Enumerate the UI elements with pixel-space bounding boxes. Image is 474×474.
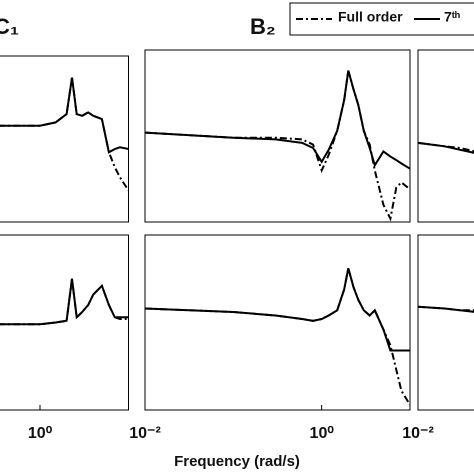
panel [418,141,474,154]
legend-box [289,2,474,36]
series-line [418,305,474,313]
x-tick-label: 10⁻² [129,425,161,442]
panel [145,268,410,406]
legend-label: Full order [338,9,403,25]
panel [0,77,129,192]
legend-label: 7ᵗʰ [444,9,460,25]
x-tick-label: 10⁻² [402,425,434,442]
series-line [0,278,129,326]
series-line [145,268,410,406]
series-line [0,77,129,154]
series-line [145,268,410,352]
panel-frame [417,49,474,223]
panel-frame [144,49,411,223]
panel [0,278,129,326]
series-line [418,141,474,154]
panel-frame [144,234,411,411]
x-tick-label: 10⁰ [310,425,335,442]
panel-frame [0,55,129,223]
x-axis-label: Frequency (rad/s) [174,453,300,470]
x-tick-label: 10⁰ [28,425,53,442]
panel [145,70,410,222]
panel-title: B₂ [250,14,276,39]
panel-title: C₁ [0,14,19,39]
series-line [0,278,129,326]
panel-frame [417,234,474,411]
series-line [0,77,129,192]
panel-frame [0,234,129,411]
series-line [145,70,410,170]
series-line [145,70,410,222]
panel [418,305,474,313]
